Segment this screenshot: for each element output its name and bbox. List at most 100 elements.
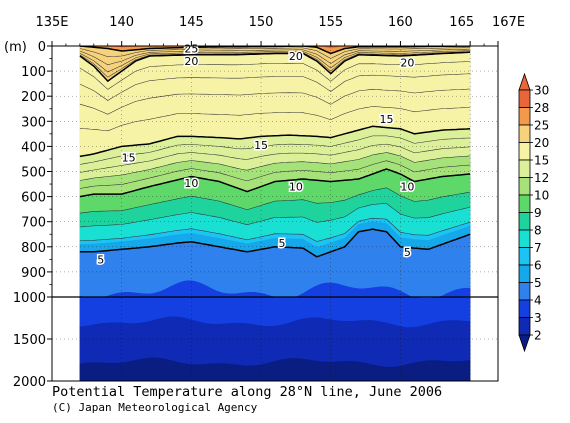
isotherm-9 [79,187,471,214]
contour-label-text: 5 [97,253,104,266]
colorbar-label: 2 [534,329,542,343]
contour-label-5: 5 [277,236,287,252]
colorbar-segment [518,247,531,266]
isotherm-12 [79,152,471,181]
contour-label-10: 10 [399,179,416,195]
contour-label-20: 20 [183,54,200,70]
contour-label-20: 20 [287,49,304,65]
colorbar-segment [518,317,531,336]
colorbar-label: 3 [534,311,542,325]
colorbar-label: 6 [534,259,542,273]
y-tick-label: 2000 [13,375,46,390]
isotherm-14 [79,135,471,165]
y-tick-label: 900 [21,266,46,281]
contour-label-text: 15 [122,152,136,165]
isotherm-20 [79,51,471,83]
band-below-2 [79,357,471,381]
colorbar-segment [518,264,531,283]
y-tick-label: 0 [38,40,46,55]
credit-text: (C) Japan Meteorological Agency [52,401,258,414]
colorbar-segment [518,194,531,213]
isotherm-10 [79,168,471,198]
colorbar-segment [518,124,531,143]
temperature-fill-bands [79,46,471,381]
isotherm-18 [79,73,471,101]
contour-label-text: 10 [289,181,303,194]
colorbar-segment [518,282,531,301]
colorbar-segment [518,107,531,126]
contour-label-text: 5 [278,237,285,250]
colorbar-label: 30 [534,84,549,98]
isotherm-11 [79,160,471,189]
colorbar-label: 5 [534,276,542,290]
colorbar-label: 10 [534,189,549,203]
x-tick-label: 135E [35,15,68,30]
isotherm-7 [79,217,471,242]
colorbar-segment [518,229,531,248]
isotherm-17 [79,88,471,115]
colorbar-segment [518,142,531,161]
isotherm-5 [79,228,471,258]
colorbar-bottom-arrow [518,334,531,353]
contour-label-10: 10 [183,175,200,191]
colorbar-label: 15 [534,154,549,168]
isotherm-24 [79,47,471,59]
x-tick-label: 155 [318,15,343,30]
colorbar-label: 7 [534,241,542,255]
y-unit-label: (m) [4,40,27,55]
isotherm-19 [79,61,471,90]
y-tick-label: 500 [21,166,46,181]
contour-label-10: 10 [287,179,304,195]
y-tick-label: 700 [21,216,46,231]
colorbar-label: 25 [534,119,549,133]
colorbar-label: 12 [534,171,549,185]
y-tick-label: 600 [21,191,46,206]
y-tick-label: 400 [21,140,46,155]
contour-label-text: 10 [184,177,198,190]
y-tick-label: 200 [21,90,46,105]
contour-label-text: 20 [289,50,303,63]
y-tick-label: 100 [21,65,46,80]
colorbar-segment [518,89,531,108]
colorbar: 30 28 25 20 15 12 10 9 8 7 6 5 4 3 2 [518,72,549,353]
contour-label-text: 15 [380,113,394,126]
x-axis: 135E 140 145 150 155 160 165 167E [35,15,525,46]
isotherm-8 [79,203,471,228]
colorbar-label: 4 [534,294,542,308]
contour-label-text: 20 [400,56,414,69]
isotherm-lines [79,46,471,258]
x-tick-label: 160 [388,15,413,30]
isotherm-22 [79,50,471,73]
y-tick-label: 1000 [13,291,46,306]
y-axis: (m) 0 100 200 300 400 500 600 700 800 900 1000 1500… [4,40,52,390]
chart-title: Potential Temperature along 28°N line, J… [52,384,442,400]
contour-label-text: 5 [404,246,411,259]
colorbar-label: 20 [534,136,549,150]
contour-label-20: 20 [399,55,416,71]
contour-label-15: 15 [378,111,395,127]
isotherm-13 [79,143,471,173]
x-tick-label: 167E [492,15,525,30]
y-tick-label: 800 [21,241,46,256]
x-tick-label: 145 [179,15,204,30]
contour-label-5: 5 [402,244,412,260]
isotherm-16 [79,106,471,132]
colorbar-segment [518,299,531,318]
contour-label-5: 5 [96,252,106,268]
colorbar-segment [518,212,531,231]
y-tick-label: 1500 [13,333,46,348]
colorbar-label: 28 [534,101,549,115]
isotherm-23 [79,48,471,66]
colorbar-label: 9 [534,206,542,220]
contour-label-15: 15 [253,138,270,154]
isotherm-21 [79,51,471,78]
y-tick-label: 300 [21,115,46,130]
x-tick-label: 165 [449,15,474,30]
x-tick-label: 140 [109,15,134,30]
contour-label-15: 15 [120,150,137,166]
x-tick-label: 150 [249,15,274,30]
colorbar-top-arrow [518,72,531,91]
contour-label-text: 15 [254,139,268,152]
